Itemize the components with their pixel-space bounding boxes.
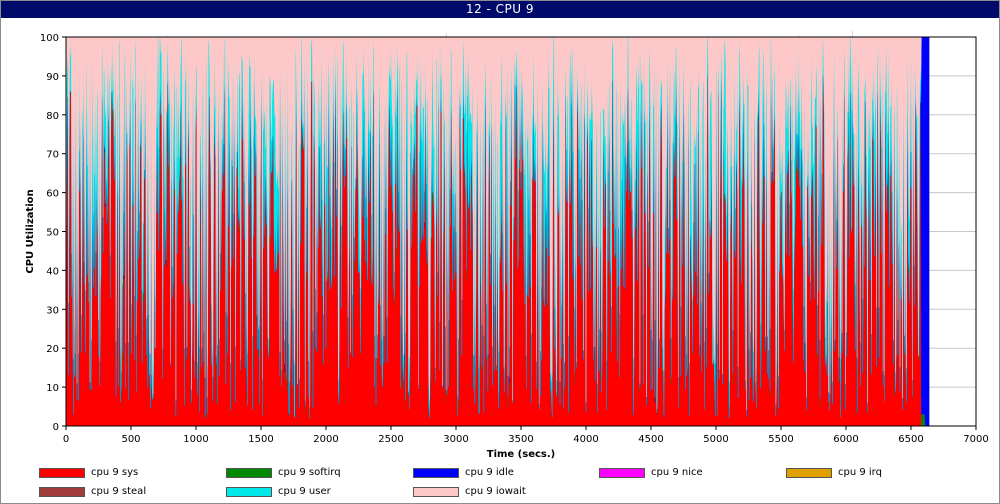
y-tick-label: 10 [46,383,59,394]
legend-label: cpu 9 idle [465,467,514,478]
legend-label: cpu 9 softirq [278,467,341,478]
legend-swatch [413,468,459,478]
legend-label: cpu 9 irq [838,467,882,478]
x-tick-label: 3500 [508,434,533,445]
legend-swatch [413,487,459,497]
legend-item: cpu 9 steal [39,486,146,500]
x-tick-label: 1000 [183,434,208,445]
legend-label: cpu 9 sys [91,467,139,478]
y-tick-label: 100 [40,33,59,44]
legend-swatch [599,468,645,478]
x-tick-label: 4500 [638,434,663,445]
x-tick-label: 2000 [313,434,338,445]
legend-item: cpu 9 sys [39,467,138,481]
y-tick-label: 60 [46,189,59,200]
legend-label: cpu 9 nice [651,467,703,478]
x-tick-label: 6500 [898,434,923,445]
legend-swatch [226,468,272,478]
x-tick-label: 500 [121,434,140,445]
y-tick-label: 20 [46,344,59,355]
x-tick-label: 2500 [378,434,403,445]
x-axis-label: Time (secs.) [487,449,556,460]
legend-item: cpu 9 softirq [226,467,341,481]
legend-swatch [39,468,85,478]
x-tick-label: 5000 [703,434,728,445]
x-tick-label: 0 [63,434,69,445]
y-tick-label: 40 [46,266,59,277]
x-tick-label: 3000 [443,434,468,445]
x-tick-label: 1500 [248,434,273,445]
y-tick-label: 90 [46,72,59,83]
legend-item: cpu 9 irq [786,467,882,481]
x-tick-label: 7000 [963,434,988,445]
legend-swatch [39,487,85,497]
legend-swatch [226,487,272,497]
y-tick-label: 50 [46,228,59,239]
chart-legend: cpu 9 sys cpu 9 softirq cpu 9 idle cpu 9 ni… [39,467,989,503]
legend-label: cpu 9 iowait [465,486,526,497]
x-tick-label: 6000 [833,434,858,445]
x-tick-label: 4000 [573,434,598,445]
y-tick-label: 70 [46,150,59,161]
legend-item: cpu 9 nice [599,467,703,481]
y-axis-label: CPU Utilization [25,189,36,273]
legend-item: cpu 9 iowait [413,486,526,500]
legend-item: cpu 9 user [226,486,331,500]
legend-swatch [786,468,832,478]
legend-item: cpu 9 idle [413,467,514,481]
window-title: 12 - CPU 9 [1,1,999,18]
y-tick-label: 0 [53,422,59,433]
legend-label: cpu 9 steal [91,486,147,497]
y-tick-label: 80 [46,111,59,122]
x-tick-label: 5500 [768,434,793,445]
y-tick-label: 30 [46,305,59,316]
legend-label: cpu 9 user [278,486,331,497]
